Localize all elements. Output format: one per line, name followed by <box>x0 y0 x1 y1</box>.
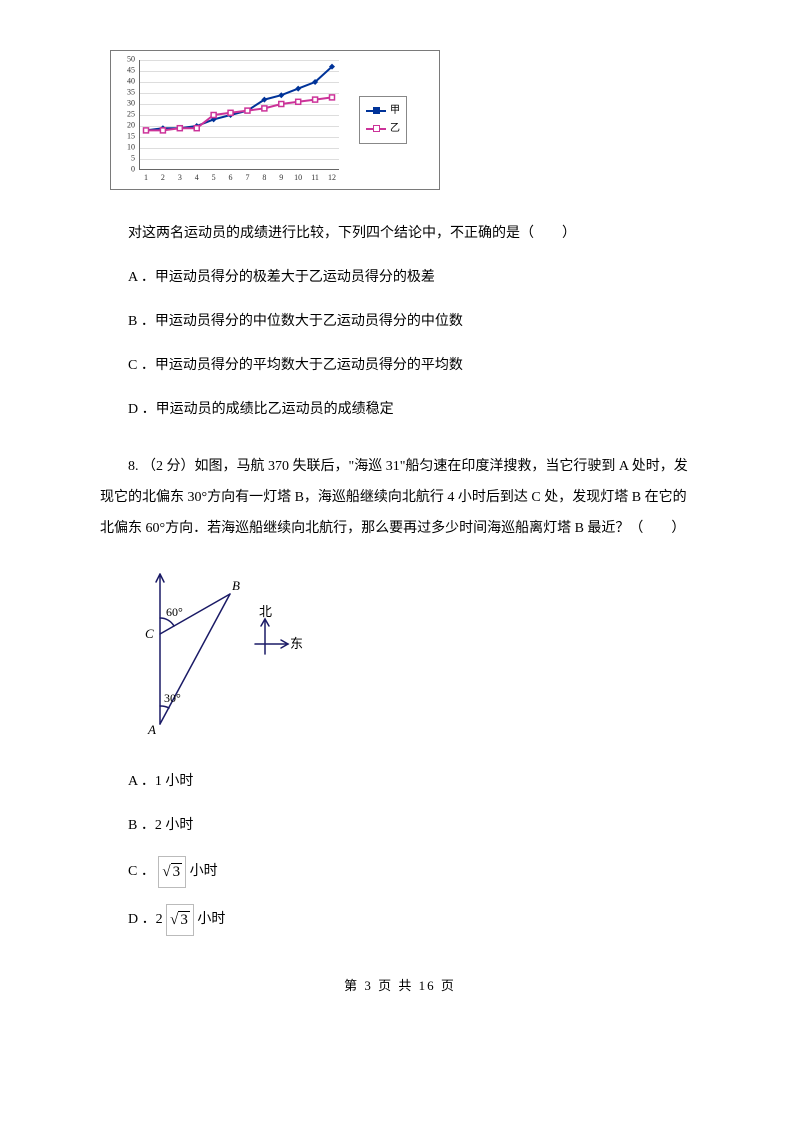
chart-y-labels: 05101520253035404550 <box>119 60 137 170</box>
q8-optd-rad: 3 <box>178 911 190 928</box>
q8-option-a: A ．1 小时 <box>128 768 700 796</box>
sqrt3-image: 3 <box>158 856 186 888</box>
chart-legend: 甲 乙 <box>359 96 407 144</box>
q7-option-a: A ．甲运动员得分的极差大于乙运动员得分的极差 <box>128 264 700 292</box>
q7-option-c: C ．甲运动员得分的平均数大于乙运动员得分的平均数 <box>128 352 700 380</box>
q8-angle-60: 60° <box>166 605 183 619</box>
page-footer: 第 3 页 共 16 页 <box>100 976 700 997</box>
q8-diagram: B C A 60° 30° 北 东 <box>120 564 700 747</box>
compass-north: 北 <box>259 604 272 619</box>
q7-option-b: B ．甲运动员得分的中位数大于乙运动员得分的中位数 <box>128 308 700 336</box>
q8-label-a: A <box>147 722 156 737</box>
chart-x-labels: 123456789101112 <box>139 172 339 182</box>
q7-stem: 对这两名运动员的成绩进行比较，下列四个结论中，不正确的是（ ） <box>100 220 700 248</box>
legend-label-jia: 甲 <box>390 103 400 119</box>
q8-optd-prefix: D ．2 <box>128 912 163 927</box>
q8-option-b: B ．2 小时 <box>128 812 700 840</box>
q8-label-b: B <box>232 578 240 593</box>
q8-optc-rad: 3 <box>171 863 183 880</box>
compass-east: 东 <box>290 636 303 651</box>
q8-stem: 8. （2 分）如图，马航 370 失联后，"海巡 31"船匀速在印度洋搜救，当… <box>100 452 700 544</box>
chart-series-overlay <box>139 60 339 170</box>
chart-plot-area: 05101520253035404550 123456789101112 <box>119 60 349 180</box>
q8-optc-prefix: C ． <box>128 864 155 879</box>
q8-optd-suffix: 小时 <box>197 912 225 927</box>
q8-option-d: D ．2 3 小时 <box>128 904 700 936</box>
q8-optc-suffix: 小时 <box>190 864 218 879</box>
q8-label-c: C <box>145 626 154 641</box>
legend-item-yi: 乙 <box>366 121 400 137</box>
q7-option-d: D ．甲运动员的成绩比乙运动员的成绩稳定 <box>128 396 700 424</box>
legend-item-jia: 甲 <box>366 103 400 119</box>
q8-angle-30: 30° <box>164 691 181 705</box>
legend-label-yi: 乙 <box>390 121 400 137</box>
q8-option-c: C ． 3 小时 <box>128 856 700 888</box>
athlete-score-chart: 05101520253035404550 123456789101112 甲 乙 <box>110 50 440 190</box>
sqrt3-image: 3 <box>166 904 194 936</box>
